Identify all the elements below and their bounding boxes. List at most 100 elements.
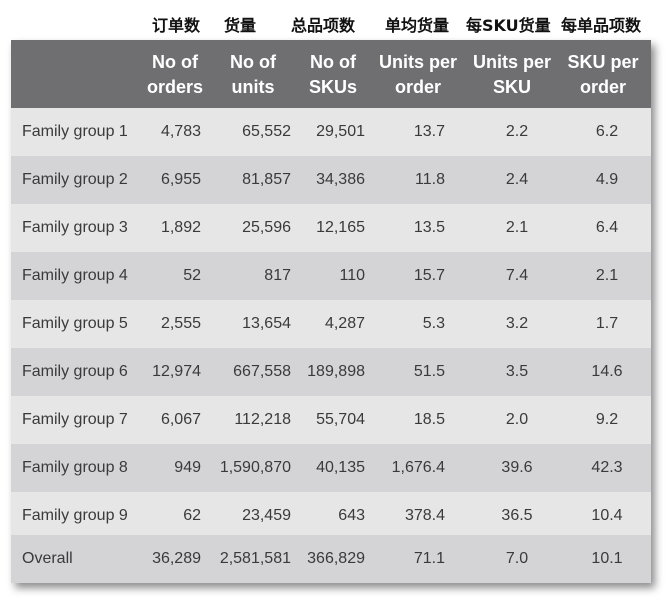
table-row: Family group 3 1,892 25,596 12,165 13.5 … <box>11 204 651 252</box>
cell-skus: 643 <box>338 507 365 524</box>
header-sku-per-order: SKU per order <box>561 50 645 100</box>
header-units-line2: units <box>231 77 275 97</box>
header-sku-per-order-line1: SKU per <box>567 52 639 72</box>
cell-units-per-sku: 2.4 <box>505 171 529 188</box>
header-skus: No of SKUs <box>297 50 369 100</box>
cell-units: 23,459 <box>242 507 291 524</box>
header-units-per-sku-line1: Units per <box>472 52 551 72</box>
row-label: Family group 8 <box>22 459 128 476</box>
cell-units: 13,654 <box>242 315 291 332</box>
table-row: Family group 2 6,955 81,857 34,386 11.8 … <box>11 156 651 204</box>
cn-header-sku-per-order: 每单品项数 <box>561 16 642 35</box>
cell-units-per-sku: 7.0 <box>505 550 529 567</box>
cell-orders: 949 <box>174 459 201 476</box>
cell-orders: 2,555 <box>160 315 201 332</box>
cell-units: 25,596 <box>242 219 291 236</box>
cell-units-per-order: 1,676.4 <box>391 459 445 476</box>
cell-units-per-sku: 2.1 <box>505 219 529 236</box>
cell-sku-per-order: 9.2 <box>595 411 619 428</box>
row-label: Family group 2 <box>22 171 128 188</box>
cell-orders: 1,892 <box>160 219 201 236</box>
cn-header-orders: 订单数 <box>152 16 201 35</box>
cell-skus: 29,501 <box>316 123 365 140</box>
cell-units: 112,218 <box>234 411 291 428</box>
row-label: Family group 1 <box>22 123 128 140</box>
cell-units-per-order: 15.7 <box>413 267 445 284</box>
table-row: Family group 1 4,783 65,552 29,501 13.7 … <box>11 108 651 156</box>
cell-orders: 12,974 <box>152 363 201 380</box>
cell-skus: 4,287 <box>324 315 365 332</box>
row-label: Family group 7 <box>22 411 128 428</box>
cell-units-per-order: 13.5 <box>413 219 445 236</box>
cell-units-per-sku: 39.6 <box>501 459 533 476</box>
cell-skus: 12,165 <box>316 219 365 236</box>
header-units-per-sku: Units per SKU <box>467 50 557 100</box>
cell-orders: 36,289 <box>152 550 201 567</box>
cell-units-per-order: 51.5 <box>413 363 445 380</box>
header-orders-line2: orders <box>146 77 204 97</box>
header-skus-line1: No of <box>310 52 356 72</box>
cell-units-per-sku: 7.4 <box>505 267 529 284</box>
row-label: Family group 5 <box>22 315 128 332</box>
cell-sku-per-order: 1.7 <box>595 315 619 332</box>
header-units-line1: No of <box>230 52 276 72</box>
row-label: Family group 3 <box>22 219 128 236</box>
cell-units-per-sku: 3.5 <box>505 363 529 380</box>
cell-units-per-order: 5.3 <box>422 315 445 332</box>
data-table: No of orders No of units No of SKUs Unit… <box>11 40 651 583</box>
cell-orders: 52 <box>183 267 201 284</box>
cell-sku-per-order: 42.3 <box>591 459 623 476</box>
row-label: Family group 6 <box>22 363 128 380</box>
cn-header-skus: 总品项数 <box>291 16 356 35</box>
cell-sku-per-order: 10.1 <box>591 550 623 567</box>
cell-skus: 189,898 <box>307 363 365 380</box>
cell-sku-per-order: 2.1 <box>595 267 619 284</box>
cell-units-per-sku: 36.5 <box>501 507 533 524</box>
header-orders-line1: No of <box>152 52 198 72</box>
cell-orders: 4,783 <box>160 123 201 140</box>
cell-units-per-order: 13.7 <box>413 123 445 140</box>
table-row: Family group 5 2,555 13,654 4,287 5.3 3.… <box>11 300 651 348</box>
cell-sku-per-order: 6.4 <box>595 219 619 236</box>
cell-units-per-sku: 2.2 <box>505 123 529 140</box>
cell-sku-per-order: 4.9 <box>595 171 619 188</box>
cell-units-per-order: 71.1 <box>413 550 445 567</box>
table-row: Family group 4 52 817 110 15.7 7.4 2.1 <box>11 252 651 300</box>
cell-skus: 366,829 <box>307 550 365 567</box>
cell-units-per-sku: 2.0 <box>505 411 529 428</box>
cn-header-units: 货量 <box>224 16 257 35</box>
cell-units-per-order: 11.8 <box>415 171 445 188</box>
cell-units: 65,552 <box>242 123 291 140</box>
header-skus-line2: SKUs <box>308 77 357 97</box>
header-units: No of units <box>217 50 289 100</box>
cell-orders: 6,067 <box>160 411 201 428</box>
cell-units-per-sku: 3.2 <box>505 315 529 332</box>
header-sku-per-order-line2: order <box>579 77 626 97</box>
cell-units: 1,590,870 <box>219 459 291 476</box>
header-orders: No of orders <box>141 50 209 100</box>
cell-skus: 55,704 <box>316 411 365 428</box>
cell-units-per-order: 18.5 <box>413 411 445 428</box>
table-row-overall: Overall 36,289 2,581,581 366,829 71.1 7.… <box>11 535 651 583</box>
cell-orders: 62 <box>183 507 201 524</box>
cell-units-per-order: 378.4 <box>404 507 445 524</box>
cell-sku-per-order: 10.4 <box>591 507 623 524</box>
table-row: Family group 8 949 1,590,870 40,135 1,67… <box>11 444 651 492</box>
cell-sku-per-order: 14.6 <box>591 363 623 380</box>
header-units-per-sku-line2: SKU <box>492 77 531 97</box>
table-header: No of orders No of units No of SKUs Unit… <box>11 40 651 108</box>
header-units-per-order: Units per order <box>373 50 463 100</box>
cell-units: 817 <box>264 267 291 284</box>
cell-skus: 34,386 <box>316 171 365 188</box>
cell-skus: 110 <box>339 267 365 284</box>
row-label: Family group 9 <box>22 507 128 524</box>
row-label: Overall <box>22 550 73 567</box>
table-row: Family group 6 12,974 667,558 189,898 51… <box>11 348 651 396</box>
header-units-per-order-line1: Units per <box>378 52 457 72</box>
header-units-per-order-line2: order <box>394 77 441 97</box>
chinese-header-row: 订单数 货量 总品项数 单均货量 每SKU货量 每单品项数 <box>0 0 670 40</box>
table-row: Family group 7 6,067 112,218 55,704 18.5… <box>11 396 651 444</box>
cell-sku-per-order: 6.2 <box>595 123 619 140</box>
table-row: Family group 9 62 23,459 643 378.4 36.5 … <box>11 492 651 540</box>
cell-units: 81,857 <box>242 171 291 188</box>
